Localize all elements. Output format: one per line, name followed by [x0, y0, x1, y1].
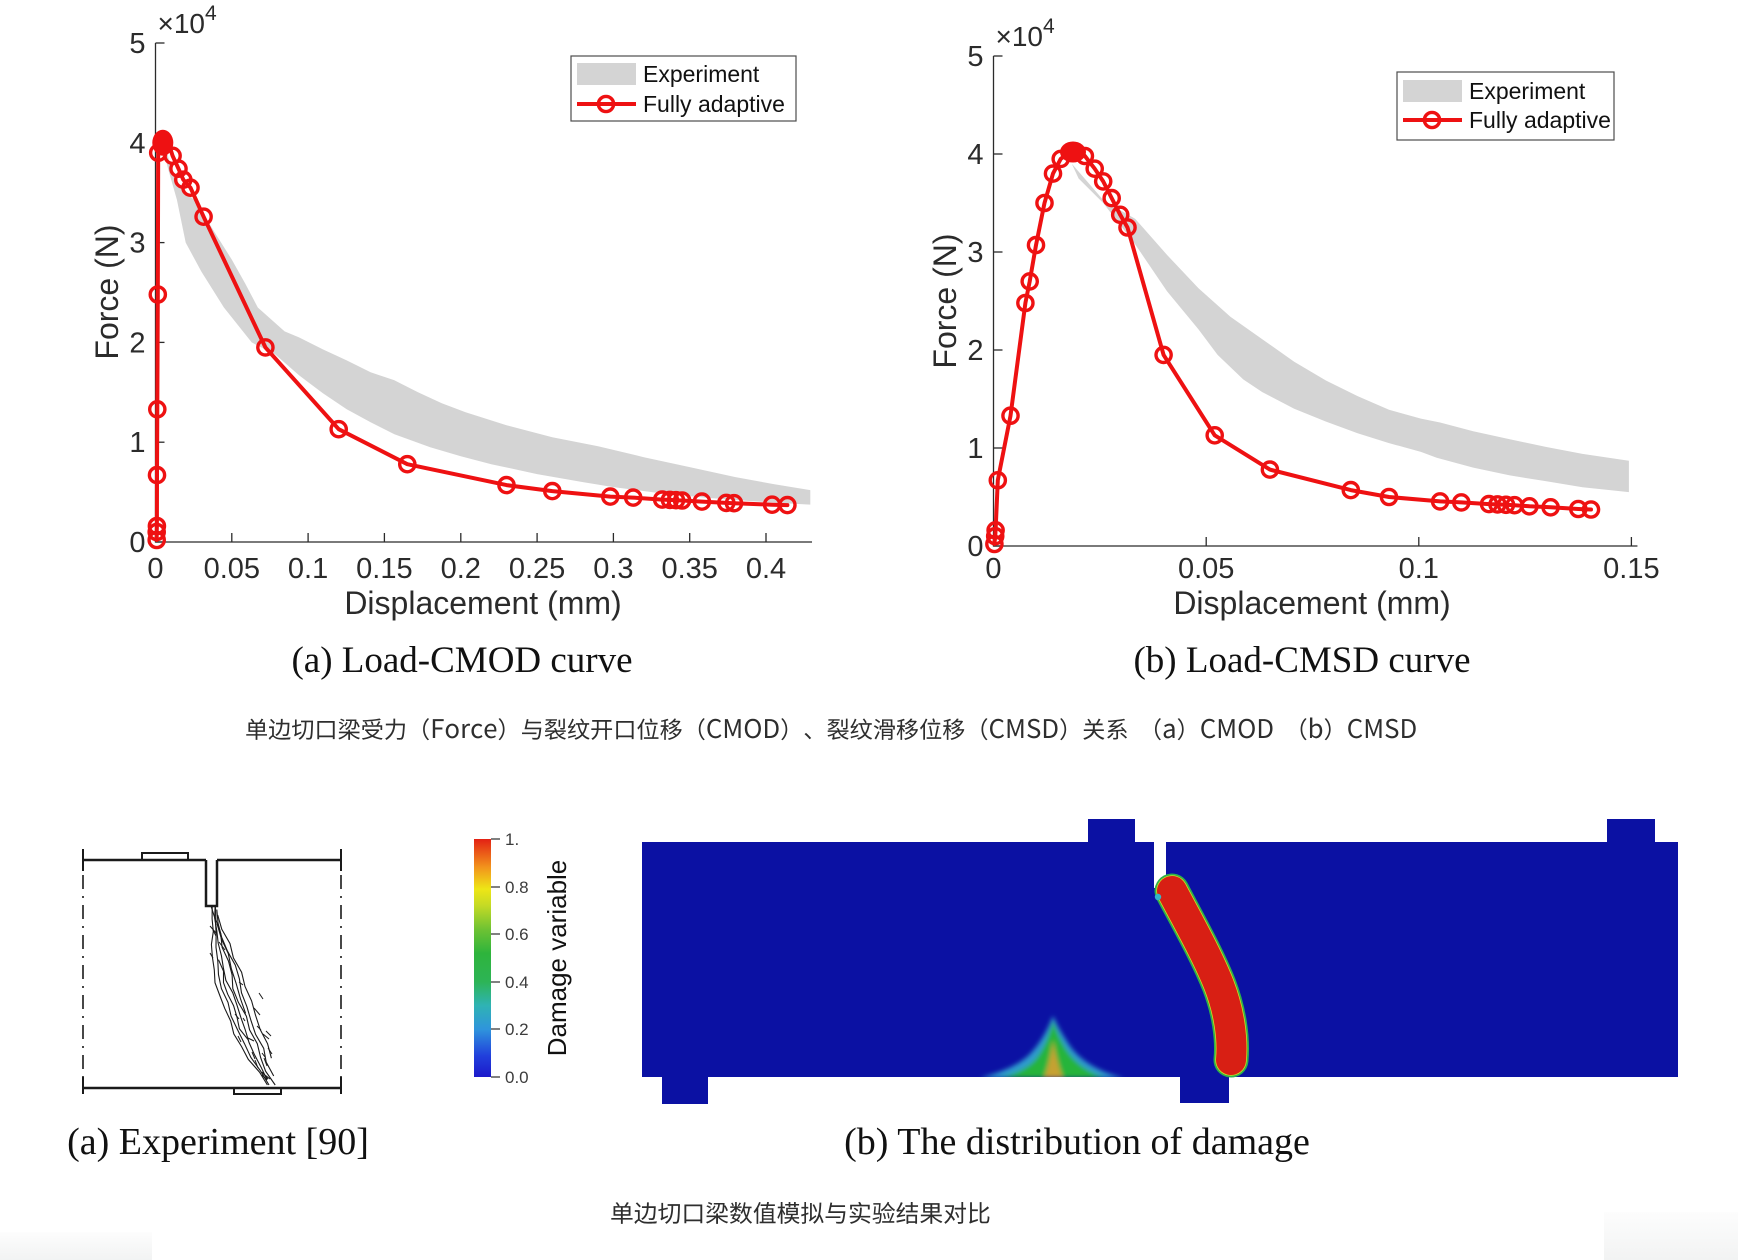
svg-text:Force (N): Force (N) [927, 233, 963, 368]
svg-text:0: 0 [985, 553, 1001, 585]
svg-text:(a) Load-CMOD curve: (a) Load-CMOD curve [291, 640, 632, 681]
svg-text:Fully adaptive: Fully adaptive [643, 91, 785, 117]
svg-text:Fully adaptive: Fully adaptive [1469, 107, 1611, 133]
svg-text:0.4: 0.4 [746, 553, 786, 585]
svg-text:0.2: 0.2 [441, 553, 481, 585]
svg-text:0.1: 0.1 [288, 553, 328, 585]
svg-text:(b) The distribution of damage: (b) The distribution of damage [844, 1121, 1310, 1163]
svg-text:0.2: 0.2 [505, 1020, 529, 1039]
svg-text:0.3: 0.3 [593, 553, 633, 585]
svg-text:0.05: 0.05 [1178, 553, 1234, 585]
svg-text:0.0: 0.0 [505, 1068, 529, 1087]
svg-text:0.25: 0.25 [509, 553, 565, 585]
svg-text:3: 3 [129, 228, 145, 260]
svg-text:1.: 1. [505, 830, 519, 849]
svg-text:Force (N): Force (N) [89, 224, 125, 359]
svg-text:(a) Experiment [90]: (a) Experiment [90] [67, 1121, 369, 1163]
svg-text:(b) Load-CMSD curve: (b) Load-CMSD curve [1133, 640, 1470, 681]
svg-text:0: 0 [129, 527, 145, 559]
svg-text:4: 4 [129, 128, 145, 160]
svg-text:0.15: 0.15 [1603, 553, 1659, 585]
svg-text:0.15: 0.15 [356, 553, 412, 585]
svg-text:0.4: 0.4 [505, 973, 529, 992]
svg-text:×104: ×104 [996, 15, 1056, 52]
svg-text:3: 3 [967, 237, 983, 269]
svg-text:2: 2 [967, 335, 983, 367]
svg-text:4: 4 [967, 139, 983, 171]
svg-text:0: 0 [147, 553, 163, 585]
svg-text:0: 0 [967, 531, 983, 563]
svg-text:0.1: 0.1 [1399, 553, 1439, 585]
svg-text:Displacement (mm): Displacement (mm) [344, 585, 621, 621]
svg-text:0.35: 0.35 [661, 553, 717, 585]
svg-text:×104: ×104 [158, 2, 218, 39]
svg-text:0.6: 0.6 [505, 925, 529, 944]
svg-text:5: 5 [967, 41, 983, 73]
svg-text:5: 5 [129, 28, 145, 60]
svg-text:2: 2 [129, 327, 145, 359]
svg-text:0.8: 0.8 [505, 878, 529, 897]
svg-text:1: 1 [967, 433, 983, 465]
svg-text:Damage variable: Damage variable [542, 860, 572, 1057]
svg-text:Experiment: Experiment [643, 61, 760, 87]
svg-text:0.05: 0.05 [204, 553, 260, 585]
svg-text:Experiment: Experiment [1469, 78, 1586, 104]
svg-text:Displacement (mm): Displacement (mm) [1173, 585, 1450, 621]
svg-text:1: 1 [129, 427, 145, 459]
